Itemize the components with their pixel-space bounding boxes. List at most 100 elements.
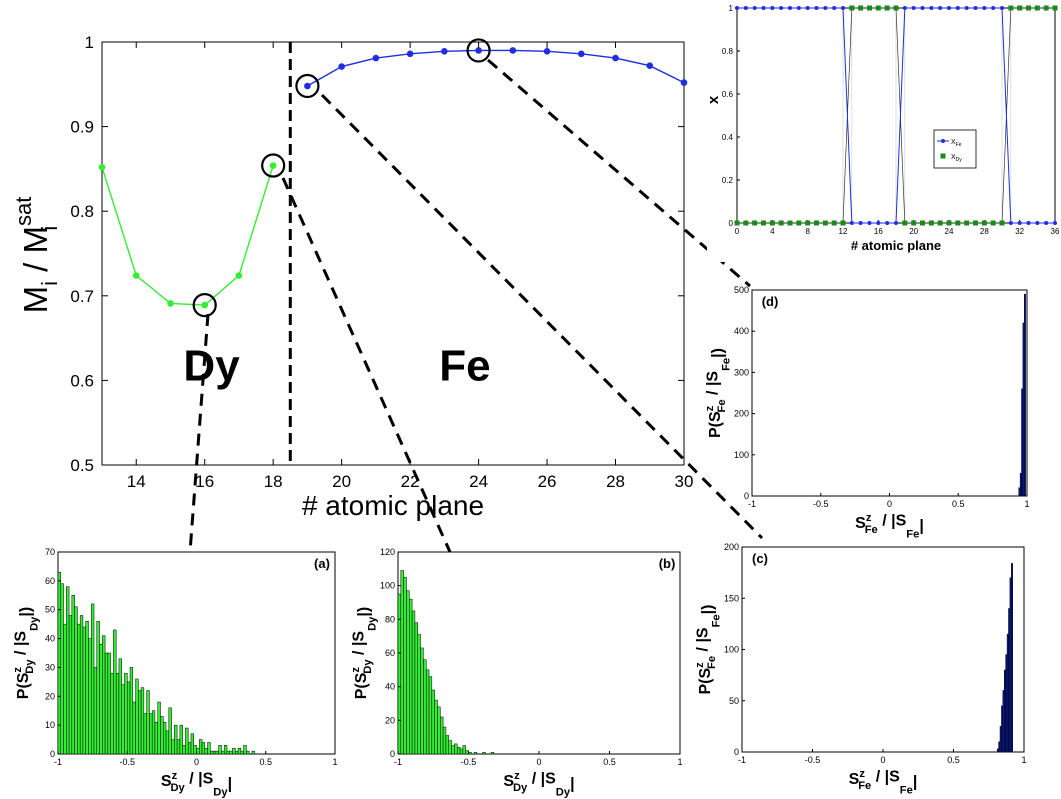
histogram-bar — [163, 722, 167, 755]
panel-d-y-axis-label: P(SzFe / |SFe|) — [704, 348, 733, 438]
inset-ytick-label: 0.4 — [722, 133, 734, 142]
data-point-xfe — [841, 6, 845, 10]
data-point-fe — [372, 54, 380, 62]
data-point-dy — [269, 162, 277, 169]
main-ytick-label: 0.6 — [70, 371, 94, 390]
histogram-bar — [212, 750, 217, 755]
inset-xtick-label: 28 — [980, 227, 989, 236]
inset-xtick-label: 24 — [945, 227, 954, 236]
data-point-xfe — [920, 6, 925, 10]
histogram-bar — [143, 713, 147, 755]
histogram-bar — [57, 571, 62, 755]
data-point-fe — [646, 62, 654, 69]
histogram-bar — [445, 735, 450, 755]
histogram-bar — [440, 716, 444, 755]
data-point-fe — [475, 47, 482, 54]
main-y-label-part: M — [17, 286, 54, 314]
ylabel-sub: Fe — [706, 656, 718, 669]
histogram-bar — [138, 690, 142, 755]
ylabel-sub2: Fe — [711, 614, 723, 627]
panel-label-a: (a) — [314, 556, 330, 571]
inset-background — [707, 0, 1059, 262]
data-point-xfe — [1053, 221, 1057, 225]
legend-label: XDy — [951, 154, 962, 163]
xlabel-sub2: Fe — [906, 529, 919, 541]
data-point-xfe — [991, 6, 996, 10]
panel-ytick-label: 120 — [380, 547, 395, 557]
panel-xtick-label: -1 — [394, 757, 402, 767]
data-point-xfe — [805, 6, 810, 10]
histogram-bar — [79, 615, 84, 755]
main-axes-frame — [101, 41, 685, 466]
ylabel-sup: z — [12, 667, 24, 673]
histogram-bar — [246, 750, 250, 755]
panel-ytick-label: 50 — [729, 696, 739, 706]
histogram-bar — [121, 684, 125, 755]
ylabel-sub2: Dy — [367, 616, 379, 631]
histogram-bar — [151, 710, 156, 755]
histogram-bar — [428, 676, 433, 755]
data-point-xdy — [1026, 5, 1031, 11]
panel-xtick-label: -1 — [748, 499, 756, 509]
histogram-bar — [168, 707, 172, 755]
panel-ytick-label: 70 — [45, 547, 55, 557]
data-point-xfe — [902, 6, 907, 10]
panel-ytick-label: 50 — [45, 605, 55, 615]
ylabel-rest: / |S — [351, 631, 368, 660]
histogram-bar — [174, 724, 178, 755]
data-point-fe — [338, 63, 345, 70]
histogram-bar — [190, 733, 194, 755]
data-point-xfe — [752, 6, 757, 10]
xlabel-rest: / |S — [527, 771, 556, 788]
histogram-bar — [459, 748, 464, 755]
highlight-circle — [192, 293, 217, 318]
panel-label-c: (c) — [752, 551, 768, 566]
panel-xtick-label: 1 — [1024, 499, 1029, 509]
legend-label-main: X — [951, 139, 956, 146]
panel-c-axes-frame — [741, 546, 1025, 753]
data-point-xdy — [1034, 5, 1040, 11]
main-xtick-label: 30 — [675, 472, 694, 491]
data-point-xdy — [867, 5, 872, 11]
panel-ytick-label: 60 — [385, 648, 395, 658]
inset-ytick-label: 0.2 — [722, 176, 734, 185]
data-point-xdy — [822, 220, 828, 226]
data-point-xdy — [893, 5, 899, 11]
main-xtick-label: 26 — [538, 472, 557, 491]
panel-xtick-label: 0 — [880, 755, 885, 765]
ylabel-base: P(S — [15, 672, 32, 699]
histogram-bar — [462, 745, 466, 755]
data-point-xdy — [946, 220, 952, 226]
series-line-dy — [101, 165, 274, 306]
histogram-bar — [132, 701, 136, 755]
inset-xtick-label: 12 — [839, 227, 848, 236]
panel-xtick-label: 0.5 — [952, 499, 965, 509]
histogram-bar — [204, 747, 208, 755]
data-point-xfe — [1017, 221, 1022, 225]
data-point-dy — [98, 163, 106, 171]
panel-d-axes-frame — [751, 289, 1028, 497]
histogram-bar — [102, 635, 106, 755]
panel-ytick-label: 400 — [734, 326, 749, 336]
panel-xtick-label: -0.5 — [119, 757, 135, 767]
ylabel-sub: Dy — [362, 659, 374, 674]
panel-ytick-label: 200 — [724, 542, 739, 552]
inset-xtick-label: 16 — [874, 227, 883, 236]
data-point-fe — [577, 50, 585, 58]
data-point-dy — [235, 272, 243, 279]
panel-xtick-label: -1 — [738, 755, 746, 765]
histogram-bar — [127, 681, 131, 755]
data-point-xdy — [858, 5, 864, 11]
data-point-fe — [509, 47, 517, 54]
data-point-xfe — [788, 6, 792, 10]
main-xtick-label: 18 — [264, 472, 283, 491]
highlight-circle — [295, 73, 320, 99]
data-point-xfe — [894, 221, 898, 225]
panel-xtick-label: -1 — [54, 757, 62, 767]
data-point-dy — [201, 301, 209, 309]
data-point-xdy — [990, 220, 996, 226]
panel-ytick-label: 0 — [50, 749, 55, 759]
data-point-xdy — [769, 220, 775, 226]
